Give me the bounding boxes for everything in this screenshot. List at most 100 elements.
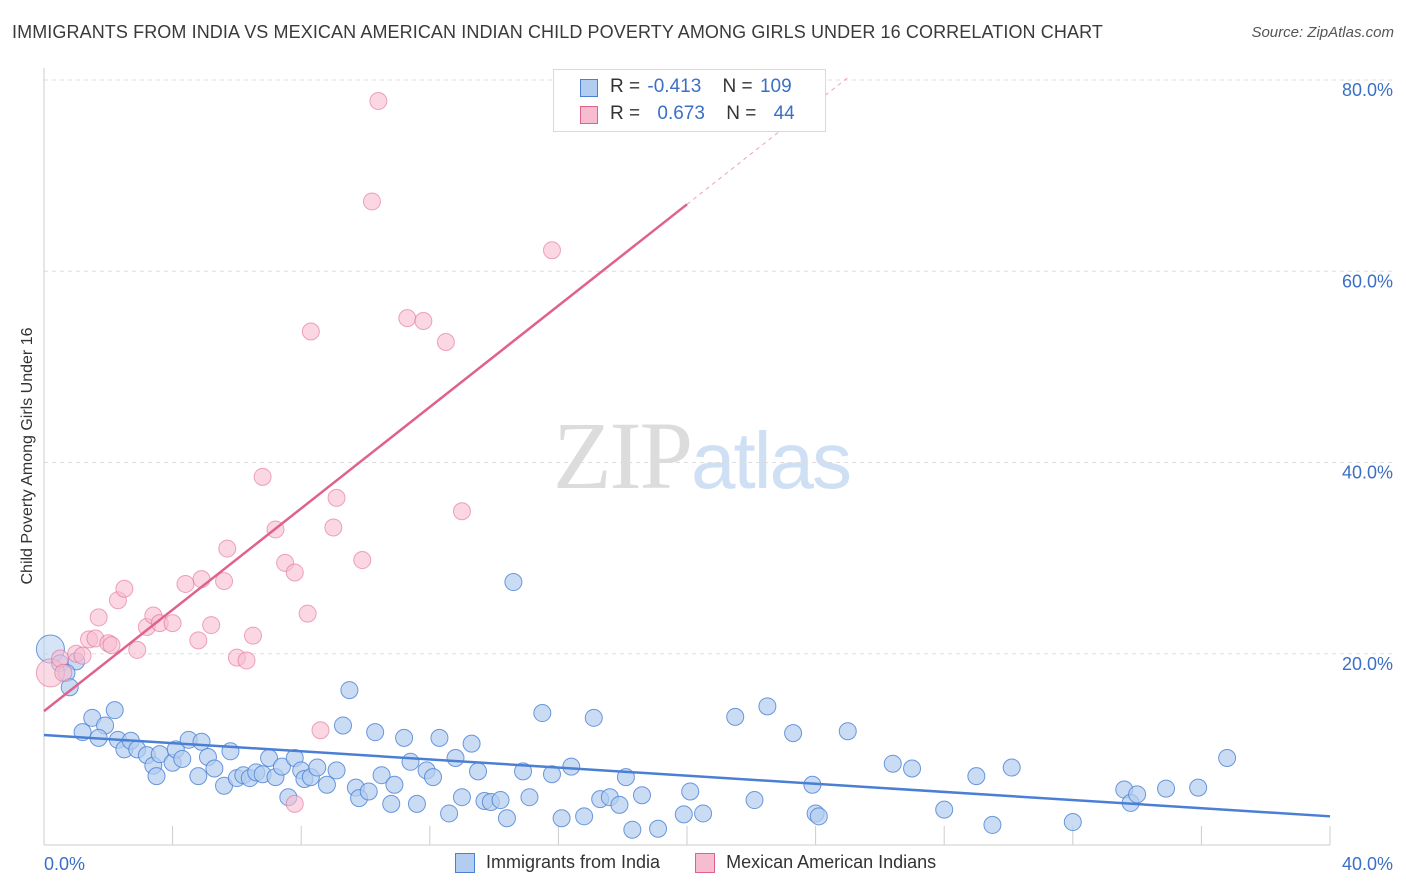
data-point-blue — [469, 762, 488, 781]
data-point-pink — [128, 640, 147, 659]
data-point-blue — [1002, 758, 1021, 777]
data-point-pink — [542, 241, 561, 260]
y-tick-label: 80.0% — [1342, 80, 1393, 100]
data-point-blue — [327, 761, 346, 780]
data-point-blue — [809, 807, 828, 826]
n-value: 44 — [773, 103, 795, 124]
n-value: 109 — [759, 76, 792, 97]
legend-label: Immigrants from India — [486, 852, 661, 872]
data-point-pink — [285, 563, 304, 582]
data-point-pink — [89, 608, 108, 627]
data-point-blue — [758, 697, 777, 716]
data-point-pink — [115, 579, 134, 598]
data-point-blue — [838, 722, 857, 741]
data-point-blue — [504, 573, 523, 592]
data-point-blue — [189, 767, 208, 786]
data-point-blue — [520, 788, 539, 807]
data-point-blue — [1063, 813, 1082, 832]
data-point-blue — [935, 800, 954, 819]
data-point-blue — [491, 791, 510, 810]
data-point-pink — [369, 92, 388, 111]
trendline-pink — [43, 203, 688, 713]
legend-swatch-blue — [455, 853, 475, 873]
data-point-blue — [610, 795, 629, 814]
data-point-pink — [324, 518, 343, 537]
y-tick-label: 20.0% — [1342, 654, 1393, 674]
data-point-blue — [632, 786, 651, 805]
data-point-blue — [424, 768, 443, 787]
r-label: R = — [610, 76, 641, 97]
data-point-blue — [552, 809, 571, 828]
legend-item-immigrants-from-india: Immigrants from India — [455, 852, 660, 873]
n-label: N = — [722, 76, 753, 97]
data-point-pink — [54, 663, 73, 682]
data-point-pink — [362, 192, 381, 211]
chart-title: IMMIGRANTS FROM INDIA VS MEXICAN AMERICA… — [12, 22, 1103, 42]
data-point-blue — [649, 819, 668, 838]
data-point-pink — [189, 631, 208, 650]
watermark-zip: ZIP — [553, 402, 693, 509]
x-tick-label: 0.0% — [44, 854, 85, 874]
y-tick-label: 60.0% — [1342, 271, 1393, 291]
data-point-pink — [215, 572, 234, 591]
legend-label: Mexican American Indians — [726, 852, 937, 872]
data-point-pink — [285, 794, 304, 813]
legend-item-mexican-american-indians: Mexican American Indians — [695, 852, 936, 873]
r-value: 0.673 — [657, 103, 705, 124]
data-point-pink — [218, 539, 237, 558]
legend-stats: R = -0.413 N = 109 R = 0.673 N = 44 — [553, 69, 826, 132]
data-point-blue — [440, 804, 459, 823]
data-point-pink — [202, 616, 221, 635]
x-tick-label: 40.0% — [1342, 854, 1393, 874]
data-point-pink — [301, 322, 320, 341]
r-label: R = — [610, 103, 641, 124]
data-point-blue — [173, 749, 192, 768]
data-point-blue — [1157, 779, 1176, 798]
data-point-blue — [584, 708, 603, 727]
legend-swatch-pink — [695, 853, 716, 873]
data-point-blue — [1128, 785, 1147, 804]
data-point-blue — [674, 805, 693, 824]
data-point-pink — [253, 467, 272, 486]
trendline-blue — [43, 733, 1331, 818]
data-point-pink — [327, 488, 346, 507]
data-point-blue — [681, 782, 700, 801]
data-point-blue — [726, 707, 745, 726]
data-point-blue — [340, 681, 359, 700]
data-point-blue — [967, 767, 986, 786]
data-point-blue — [575, 807, 594, 826]
data-point-blue — [372, 766, 391, 785]
data-point-blue — [317, 775, 336, 794]
data-point-pink — [176, 574, 195, 593]
data-point-blue — [745, 791, 764, 810]
data-point-blue — [462, 734, 481, 753]
data-point-blue — [272, 757, 291, 776]
data-point-blue — [1189, 778, 1208, 797]
series-mexican-american-indians — [35, 92, 561, 813]
data-point-blue — [205, 759, 224, 778]
data-point-blue — [401, 752, 420, 771]
watermark: ZIPatlas — [553, 400, 852, 511]
data-point-blue — [385, 775, 404, 794]
data-point-blue — [359, 782, 378, 801]
data-point-pink — [436, 333, 455, 352]
data-point-blue — [542, 765, 561, 784]
data-point-blue — [192, 732, 211, 751]
data-point-blue — [1218, 748, 1237, 767]
data-point-blue — [533, 704, 552, 723]
data-point-pink — [243, 626, 262, 645]
data-point-pink — [452, 502, 471, 521]
data-point-pink — [353, 551, 372, 570]
data-point-pink — [192, 570, 211, 589]
data-point-pink — [414, 311, 433, 330]
data-point-pink — [237, 651, 256, 670]
data-point-blue — [983, 815, 1002, 834]
data-point-blue — [147, 767, 166, 786]
data-point-pink — [398, 309, 417, 328]
data-point-blue — [694, 804, 713, 823]
data-point-blue — [308, 758, 327, 777]
data-point-blue — [366, 723, 385, 742]
data-point-pink — [73, 646, 92, 665]
legend-series: Immigrants from India Mexican American I… — [455, 852, 966, 873]
data-point-blue — [452, 788, 471, 807]
